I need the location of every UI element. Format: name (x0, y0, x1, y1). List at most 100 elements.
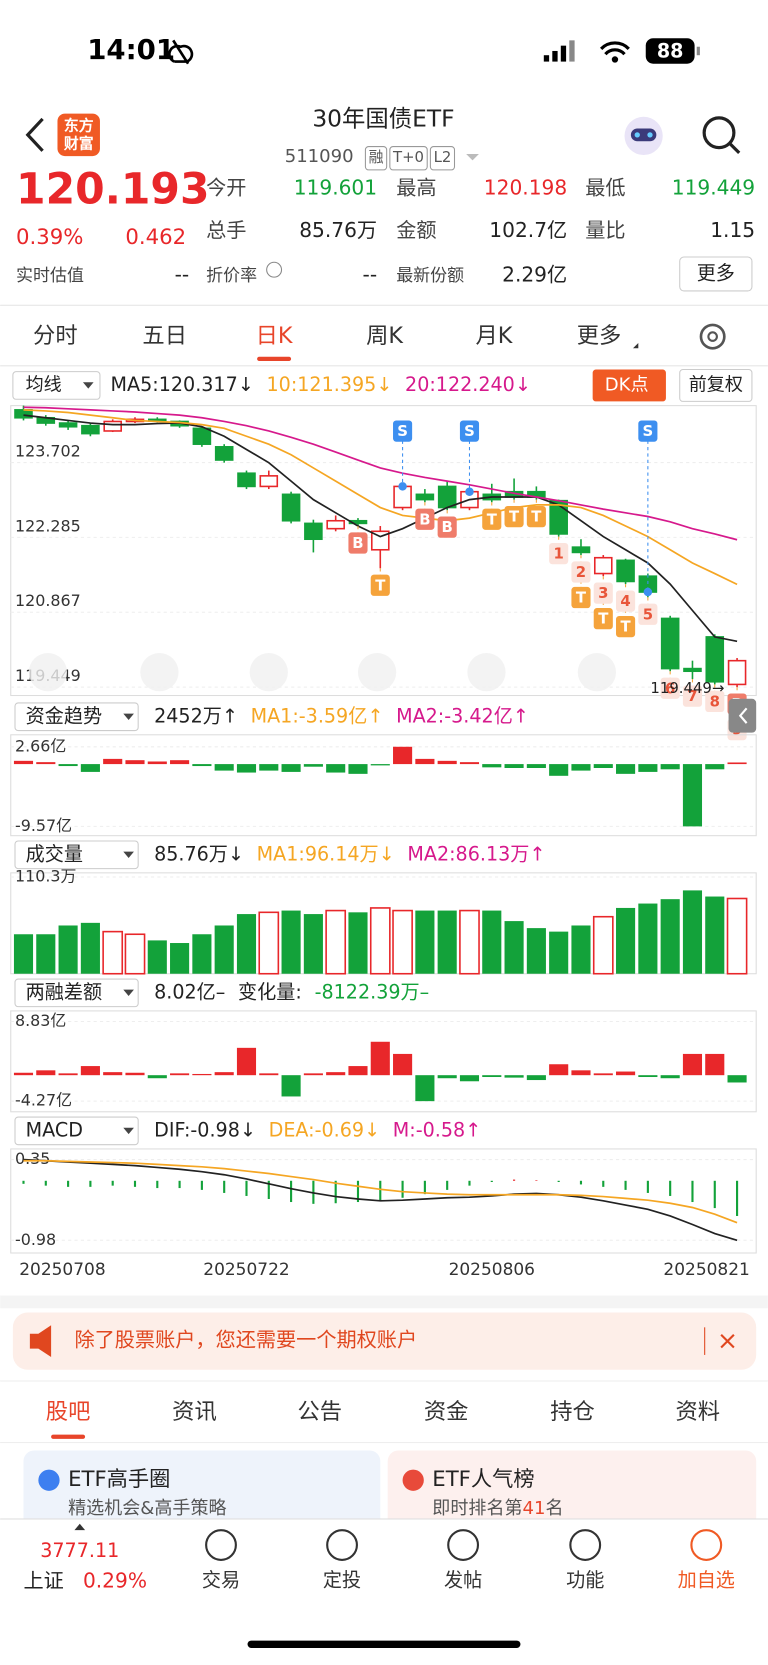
bar (571, 925, 591, 974)
indicator-readout: 2452万↑ (154, 704, 238, 727)
chart-tab[interactable]: 周K (366, 323, 404, 349)
chart-control[interactable] (28, 653, 68, 692)
signal-box (549, 542, 569, 565)
chart-tab[interactable]: 月K (475, 323, 513, 349)
adjust-button[interactable] (679, 368, 753, 402)
nav-label[interactable]: 功能 (566, 1569, 604, 1592)
card[interactable] (387, 1450, 757, 1536)
bar (593, 764, 613, 769)
card[interactable] (23, 1450, 381, 1536)
ma-line (23, 414, 738, 643)
chart-tab[interactable]: 分时 (33, 323, 78, 349)
signal-label: B (442, 518, 453, 536)
bar (437, 1075, 457, 1079)
dk-button[interactable] (592, 369, 666, 402)
chart-control[interactable] (140, 653, 179, 692)
signal-label: B (419, 510, 430, 528)
ma-selector[interactable] (12, 371, 101, 400)
bar (504, 921, 524, 974)
status-time: 14:01 (87, 33, 175, 66)
field-label: 金额 (396, 218, 436, 242)
indicator-readout: MA2:-3.42亿↑ (396, 704, 529, 727)
bar (58, 925, 78, 974)
bar (259, 1073, 279, 1076)
signal-box (593, 608, 613, 630)
macd-line (23, 1158, 738, 1242)
indicator-selector[interactable] (14, 702, 139, 732)
bar (705, 896, 725, 974)
indicator-selector[interactable] (14, 978, 139, 1008)
indicator-selector[interactable] (14, 840, 139, 870)
card-subtitle: 41 (523, 1498, 546, 1519)
bar (102, 930, 124, 975)
signal-label: S (464, 422, 475, 440)
indicator-selector[interactable] (14, 1116, 139, 1146)
section-tab[interactable]: 股吧 (46, 1399, 91, 1425)
field-value: 120.198 (484, 176, 567, 200)
settings-button[interactable] (699, 323, 726, 350)
y-tick-label: 123.702 (15, 441, 81, 460)
nav-label[interactable]: 发帖 (444, 1569, 482, 1592)
candle-body (616, 559, 635, 583)
signal-label: 4 (620, 592, 630, 610)
fund-tag: 融 (369, 148, 384, 166)
collapse-button[interactable] (728, 698, 757, 733)
bar (281, 1075, 301, 1097)
signal-label: 7 (687, 687, 697, 705)
divider (0, 365, 768, 367)
bar (124, 933, 146, 975)
bar (13, 934, 34, 974)
chart-control[interactable] (467, 653, 506, 692)
chart-control[interactable] (357, 653, 397, 692)
chart-control[interactable] (249, 653, 288, 692)
card-subtitle: 精选机会&高手策略 (68, 1498, 226, 1519)
nav-label[interactable]: 加自选 (678, 1569, 735, 1592)
y-tick-label: 122.285 (15, 516, 81, 535)
signal-box (682, 685, 703, 707)
nav-label[interactable]: 定投 (323, 1569, 361, 1592)
signal-box (482, 508, 502, 530)
collapse-arrow (738, 707, 748, 724)
more-button[interactable] (679, 256, 753, 292)
signal-box (459, 420, 480, 442)
section-tab[interactable]: 资金 (424, 1399, 469, 1425)
signal-label: T (576, 589, 587, 607)
signal-label: S (397, 422, 408, 440)
macd-line (23, 1159, 738, 1224)
chart-control[interactable] (577, 653, 617, 692)
robot-icon[interactable] (624, 116, 663, 156)
promo-banner[interactable] (12, 1312, 757, 1370)
banner-close[interactable] (720, 1334, 735, 1349)
indicator-readout: 变化量: (238, 980, 302, 1003)
bar (192, 1073, 212, 1076)
fund-tag-box (364, 146, 388, 171)
candle-body (593, 556, 613, 575)
nav-label[interactable]: 交易 (202, 1569, 240, 1592)
signal-label: 3 (598, 584, 608, 602)
indicator-readout: MA1:-3.59亿↑ (251, 704, 384, 727)
bar (549, 931, 569, 974)
chart-tab[interactable]: 日K (256, 323, 294, 349)
section-tab[interactable]: 持仓 (550, 1399, 595, 1425)
x-tick-label: 20250708 (19, 1260, 105, 1280)
index-arrow (74, 1523, 86, 1531)
chart-tab[interactable]: 更多 (577, 323, 622, 349)
field-label: 最新份额 (396, 266, 464, 286)
signal-label: T (375, 576, 386, 594)
bar (727, 1075, 747, 1083)
dropdown-arrow (123, 713, 134, 720)
chart-tab[interactable]: 五日 (142, 323, 187, 349)
indicator-selector-label: MACD (26, 1118, 83, 1141)
signal-label: 2 (576, 563, 586, 581)
bar (616, 764, 636, 774)
section-tab[interactable]: 公告 (297, 1399, 342, 1425)
back-button[interactable] (25, 117, 44, 152)
adjust-button-label: 前复权 (689, 374, 743, 395)
field-label: 实时估值 (16, 266, 84, 286)
section-tab[interactable]: 资讯 (172, 1399, 217, 1425)
indicator-readout: 8.02亿– (154, 980, 225, 1003)
section-tab[interactable]: 资料 (675, 1399, 720, 1425)
search-button[interactable] (702, 116, 741, 155)
nav-icon (569, 1529, 602, 1561)
bar (482, 1075, 502, 1078)
